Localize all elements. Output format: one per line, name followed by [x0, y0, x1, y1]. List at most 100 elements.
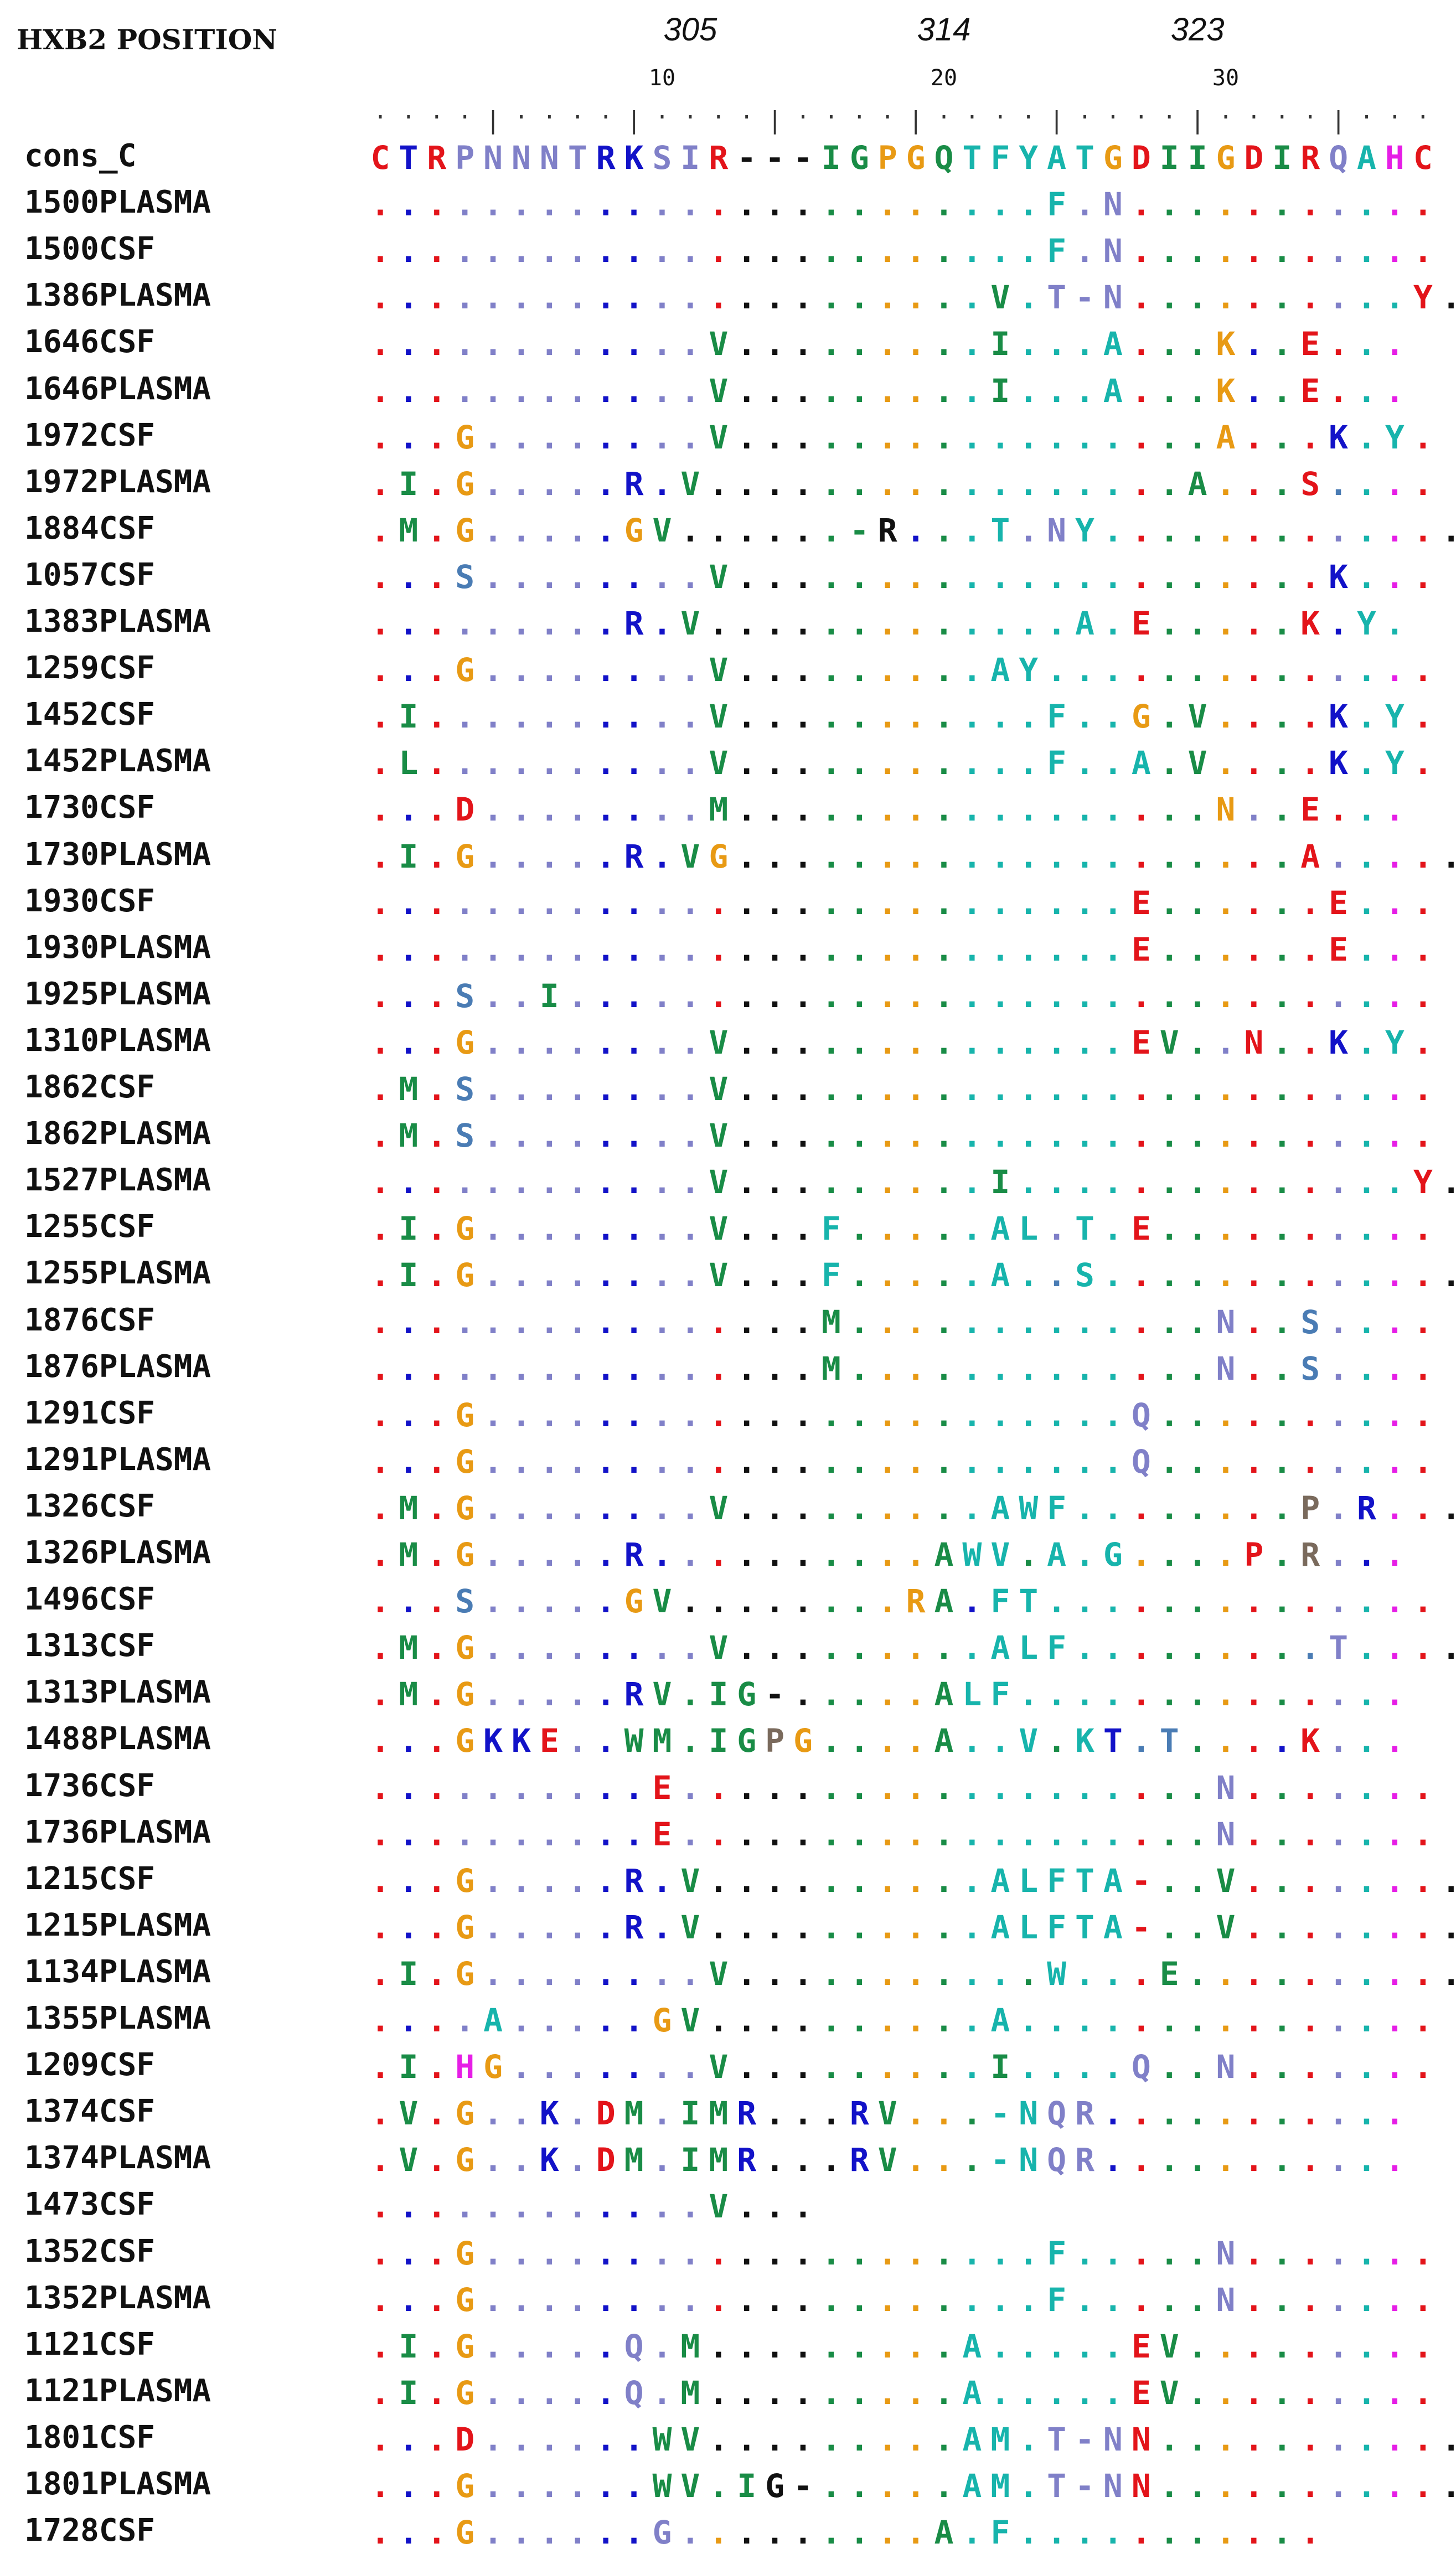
residue: A [990, 1908, 1010, 1946]
match-dot: . [990, 1023, 1010, 1061]
sequence-row: 1215PLASMA... G..... R. V.......... A L F T A -..… [0, 1904, 1456, 1951]
match-dot: . [1385, 1349, 1405, 1387]
match-dot: . [1159, 1489, 1179, 1527]
match-dot: . [427, 2281, 447, 2319]
match-dot: . [1244, 2095, 1264, 2133]
residue: I [737, 2467, 757, 2505]
residue: V [1216, 1861, 1236, 1900]
match-dot: . [483, 1815, 503, 1853]
match-dot: . [567, 1815, 587, 1853]
sequence-name: 1925PLASMA [24, 976, 211, 1012]
match-dot: . [1413, 232, 1433, 270]
match-dot: . [1329, 465, 1349, 503]
match-dot: . [1385, 791, 1405, 829]
sequence-row: 1972CSF... G........ V................. A..… [0, 414, 1456, 461]
match-dot: . [1329, 1256, 1349, 1294]
match-dot: . [793, 1954, 813, 1993]
residue: L [1019, 1210, 1039, 1248]
match-dot: . [849, 1629, 869, 1667]
match-dot: . [370, 2141, 390, 2179]
sequence-row: 1310PLASMA... G........ V.............. E V.… [0, 1019, 1456, 1066]
residue: F [990, 139, 1010, 177]
match-dot: . [1244, 884, 1264, 922]
match-dot: . [934, 1210, 954, 1248]
match-dot: . [1329, 1210, 1349, 1248]
match-dot: . [512, 2048, 531, 2086]
match-dot: . [1103, 1582, 1123, 1621]
match-dot: . [1357, 278, 1376, 317]
residue: Q [1131, 2048, 1151, 2086]
match-dot: . [821, 651, 841, 689]
match-dot: . [1244, 511, 1264, 549]
match-dot: . [427, 1489, 447, 1527]
sequence-name: 1527PLASMA [24, 1162, 211, 1199]
residue: R [1075, 2141, 1094, 2179]
match-dot: . [399, 1815, 419, 1853]
match-dot: . [567, 1070, 587, 1108]
match-dot: . [962, 1861, 982, 1900]
match-dot: . [906, 1396, 926, 1434]
residue: A [934, 2514, 954, 2552]
match-dot: . [877, 1582, 897, 1621]
match-dot: . [849, 465, 869, 503]
sequence-name: 1313PLASMA [24, 1674, 211, 1711]
match-dot: . [1187, 791, 1207, 829]
match-dot: . [1075, 1768, 1094, 1807]
match-dot: . [567, 1675, 587, 1714]
match-dot: . [877, 1861, 897, 1900]
match-dot: . [765, 605, 785, 642]
match-dot: . [1131, 977, 1151, 1015]
match-dot: . [1019, 1163, 1039, 1201]
match-dot: . [709, 278, 729, 317]
match-dot: . [399, 185, 419, 224]
residue: D [596, 2141, 616, 2179]
match-dot: . [1019, 837, 1039, 875]
match-dot: . [539, 1815, 559, 1853]
match-dot: . [821, 185, 841, 224]
match-dot: . [539, 1489, 559, 1527]
match-dot: . [483, 837, 503, 875]
match-dot: . [1357, 977, 1376, 1015]
residue: G [793, 1722, 813, 1760]
match-dot: . [737, 884, 757, 922]
match-dot: . [1075, 744, 1094, 782]
match-dot: . [1357, 1210, 1376, 1248]
match-dot: . [1329, 2467, 1349, 2505]
residue: L [399, 744, 419, 782]
match-dot: . [427, 1908, 447, 1946]
residue: R [624, 1908, 644, 1946]
residue: V [877, 2095, 897, 2133]
column-number: 20 [930, 65, 958, 91]
match-dot: . [1300, 2048, 1320, 2086]
match-dot: . [765, 1396, 785, 1434]
residue: T [1103, 1722, 1123, 1760]
match-dot: . [877, 1815, 897, 1853]
match-dot: . [652, 2095, 672, 2133]
residue: I [680, 2095, 700, 2133]
match-dot: . [567, 465, 587, 503]
match-dot: . [1019, 884, 1039, 922]
match-dot: . [680, 185, 700, 224]
match-dot: . [1272, 2327, 1292, 2365]
match-dot: . [1385, 1117, 1405, 1155]
match-dot: . [1047, 1023, 1067, 1061]
residue: I [1159, 139, 1179, 177]
match-dot: . [906, 977, 926, 1015]
match-dot: . [1047, 2001, 1067, 2039]
match-dot: . [427, 2141, 447, 2179]
residue: I [1272, 139, 1292, 177]
match-dot: . [765, 558, 785, 596]
match-dot: . [370, 1582, 390, 1621]
match-dot: . [1187, 605, 1207, 642]
match-dot: . [652, 1349, 672, 1387]
match-dot: . [539, 1396, 559, 1434]
match-dot: . [455, 2001, 475, 2039]
match-dot: . [1300, 1954, 1320, 1993]
residue: K [1329, 418, 1349, 456]
match-dot: . [1187, 977, 1207, 1015]
match-dot: . [1442, 1951, 1456, 1997]
ruler-dot: . [1360, 99, 1374, 124]
sequence-row: 1527PLASMA............ V......... I.......… [0, 1159, 1456, 1205]
match-dot: . [652, 558, 672, 596]
match-dot: . [1272, 1070, 1292, 1108]
